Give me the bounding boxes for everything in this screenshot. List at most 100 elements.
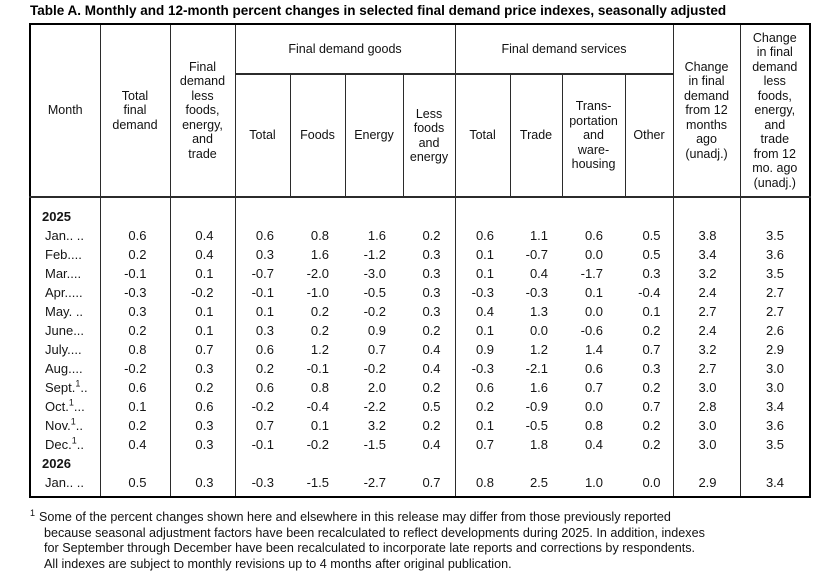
value-cell: -1.5: [363, 437, 386, 452]
value-cell: -0.3: [471, 285, 495, 300]
value-cell: 1.6: [529, 380, 549, 395]
value-cell: 0.4: [529, 266, 549, 281]
value-cell: 0.7: [367, 342, 386, 357]
value-cell: 0.1: [170, 321, 236, 340]
value-cell: 1.1: [529, 228, 549, 243]
value-cell: 0.7: [475, 437, 495, 452]
value-cell: 2.7: [673, 302, 741, 321]
data-row: Nov.1.. 0.2 0.3 0.7 0.1 3.2 0.2 0.1 -0.5 0.8 0.2 3.…: [30, 416, 810, 435]
month-cell: Feb....: [30, 245, 101, 264]
value-cell: 0.3: [170, 359, 236, 378]
value-cell: -2.2: [363, 399, 386, 414]
col-header-goods-total: Total: [235, 74, 291, 198]
value-cell: 0.3: [100, 302, 171, 321]
month-cell: Jan.. ..: [30, 473, 101, 497]
value-cell: 0.1: [170, 302, 236, 321]
value-cell: 3.0: [765, 361, 785, 376]
value-cell: 0.1: [625, 302, 674, 321]
footnote-line: for September through December have been…: [44, 541, 696, 556]
value-cell: 0.2: [403, 416, 456, 435]
value-cell: -1.2: [363, 247, 386, 262]
value-cell: [673, 454, 741, 473]
value-cell: [510, 454, 562, 473]
value-cell: 0.6: [100, 226, 171, 245]
value-cell: 0.9: [475, 342, 495, 357]
value-cell: 2.6: [765, 323, 785, 338]
value-cell: [673, 197, 741, 226]
value-cell: 0.4: [170, 226, 236, 245]
value-cell: -0.1: [251, 285, 274, 300]
data-row: Jan.. .. 0.5 0.3 -0.3 -1.5 -2.7 0.7 0.8 2.5 1.0 0.…: [30, 473, 810, 497]
value-cell: 3.2: [367, 418, 386, 433]
value-cell: [562, 454, 625, 473]
value-cell: 0.6: [255, 380, 274, 395]
value-cell: [345, 454, 403, 473]
value-cell: 3.4: [673, 245, 741, 264]
value-cell: 3.4: [765, 399, 785, 414]
value-cell: 0.4: [403, 435, 456, 454]
value-cell: 0.2: [403, 226, 456, 245]
value-cell: 2.4: [673, 321, 741, 340]
col-header-services-total: Total: [455, 74, 511, 198]
value-cell: 0.0: [529, 323, 549, 338]
value-cell: 0.5: [100, 473, 171, 497]
value-cell: 3.5: [765, 228, 785, 243]
value-cell: 0.2: [255, 361, 274, 376]
year-label-cell: 2025: [30, 197, 101, 226]
value-cell: 0.2: [310, 304, 329, 319]
value-cell: 0.2: [625, 321, 674, 340]
value-cell: 0.7: [584, 380, 604, 395]
value-cell: -1.7: [580, 266, 604, 281]
month-cell: Sept.1..: [30, 378, 101, 397]
value-cell: -0.5: [363, 285, 386, 300]
footnote-text: Some of the percent changes shown here a…: [39, 510, 671, 525]
value-cell: -0.5: [525, 418, 549, 433]
value-cell: 0.3: [170, 416, 236, 435]
value-cell: -2.0: [306, 266, 329, 281]
col-header-month: Month: [30, 24, 101, 198]
col-header-goods-less-foods-energy: Less foods and energy: [403, 74, 456, 198]
year-label-cell: 2026: [30, 454, 101, 473]
value-cell: -0.9: [525, 399, 549, 414]
month-cell: Nov.1..: [30, 416, 101, 435]
value-cell: 0.6: [170, 397, 236, 416]
col-header-change-12-months: Change in final demand from 12 months ag…: [673, 24, 741, 198]
month-cell: Jan.. ..: [30, 226, 101, 245]
value-cell: 0.7: [625, 340, 674, 359]
table-body: 2025 Jan.. .. 0.6 0.4 0.6 0.8 1.6 0.2 0.6 1.1 0.6 0…: [30, 197, 810, 497]
value-cell: -0.7: [525, 247, 549, 262]
value-cell: [170, 454, 236, 473]
data-row: Sept.1.. 0.6 0.2 0.6 0.8 2.0 0.2 0.6 1.6 0.7 0.2 3.…: [30, 378, 810, 397]
value-cell: 0.4: [584, 437, 604, 452]
value-cell: 2.9: [765, 342, 785, 357]
value-cell: 0.7: [255, 418, 274, 433]
value-cell: -0.1: [100, 264, 171, 283]
value-cell: 0.2: [170, 378, 236, 397]
value-cell: 0.4: [403, 340, 456, 359]
value-cell: [625, 454, 674, 473]
value-cell: 0.6: [100, 378, 171, 397]
value-cell: 1.8: [529, 437, 549, 452]
month-cell: Mar....: [30, 264, 101, 283]
group-header-final-demand-goods: Final demand goods: [235, 24, 456, 75]
value-cell: [455, 454, 510, 473]
data-row: Oct.1... 0.1 0.6 -0.2 -0.4 -2.2 0.5 0.2 -0.9 0.0 0…: [30, 397, 810, 416]
value-cell: -0.3: [525, 285, 549, 300]
value-cell: 0.0: [584, 399, 604, 414]
value-cell: 0.3: [170, 435, 236, 454]
footnote-reference: 1: [71, 435, 77, 446]
value-cell: 2.7: [673, 359, 741, 378]
value-cell: [290, 454, 345, 473]
value-cell: 0.6: [584, 361, 604, 376]
value-cell: [740, 454, 810, 473]
value-cell: -0.3: [471, 361, 495, 376]
value-cell: [235, 454, 290, 473]
col-header-services-transportation: Trans- portation and ware- housing: [562, 74, 626, 198]
value-cell: [290, 197, 345, 226]
value-cell: -0.1: [251, 437, 274, 452]
value-cell: 1.2: [310, 342, 329, 357]
value-cell: -0.1: [306, 361, 329, 376]
value-cell: 1.0: [584, 475, 604, 490]
value-cell: 3.6: [765, 418, 785, 433]
value-cell: [510, 197, 562, 226]
